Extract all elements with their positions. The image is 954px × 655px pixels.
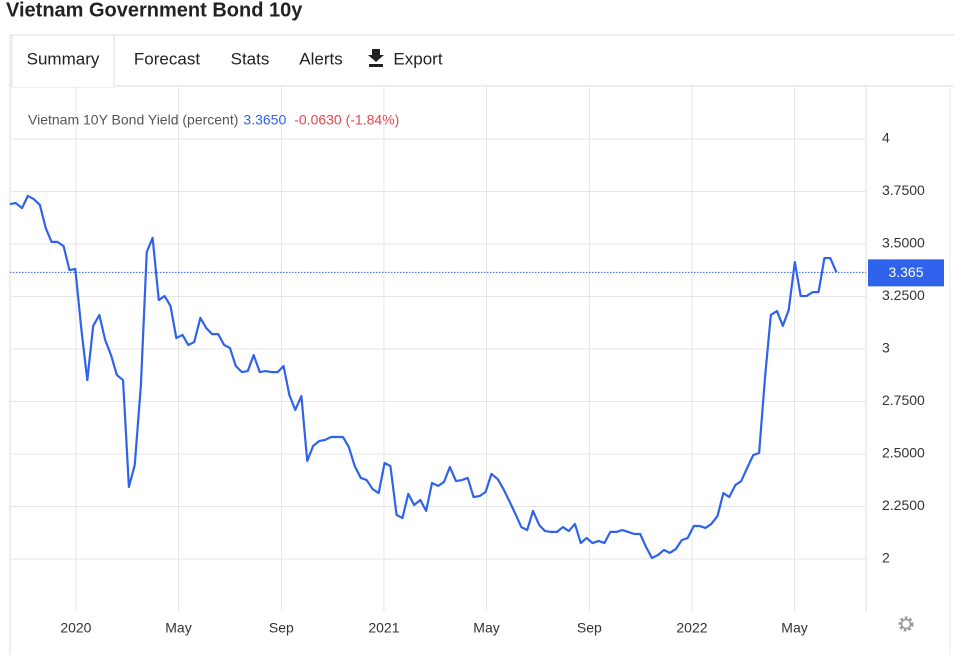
tab[interactable]: Alerts [299, 49, 342, 68]
y-tick-label: 3.5000 [882, 235, 925, 251]
page-title: Vietnam Government Bond 10y [6, 0, 303, 21]
y-tick-label: 2.7500 [882, 392, 925, 408]
y-tick-label: 3 [882, 340, 890, 356]
y-tick-label: 3.2500 [882, 287, 925, 303]
x-tick-label: May [165, 620, 191, 636]
current-value-label: 3.365 [888, 264, 923, 280]
x-tick-label: 2021 [368, 620, 399, 636]
legend-name: Vietnam 10Y Bond Yield (percent) [28, 112, 238, 128]
x-tick-label: May [781, 620, 807, 636]
active-tab [11, 34, 115, 88]
x-tick-label: Sep [577, 620, 602, 636]
x-tick-label: May [473, 620, 499, 636]
series-line [9, 194, 838, 560]
gear-teeth [898, 616, 914, 632]
tab[interactable]: Forecast [134, 49, 200, 68]
gear-ring [900, 618, 912, 630]
y-tick-label: 3.7500 [882, 182, 925, 198]
x-tick-label: 2022 [676, 620, 707, 636]
y-tick-label: 2.5000 [882, 445, 925, 461]
legend-change: -0.0630 (-1.84%) [294, 112, 399, 128]
y-tick-label: 2 [882, 550, 890, 566]
export-icon [368, 49, 384, 67]
settings-icon[interactable] [898, 616, 914, 632]
legend-last: 3.3650 [243, 112, 286, 128]
tab[interactable]: Stats [231, 49, 270, 68]
tab[interactable]: Summary [27, 49, 100, 68]
y-tick-label: 2.2500 [882, 497, 925, 513]
x-tick-label: 2020 [60, 620, 91, 636]
current-value-badge [868, 259, 944, 287]
x-tick-label: Sep [269, 620, 294, 636]
y-tick-label: 4 [882, 130, 890, 146]
tab[interactable]: Export [393, 49, 442, 68]
